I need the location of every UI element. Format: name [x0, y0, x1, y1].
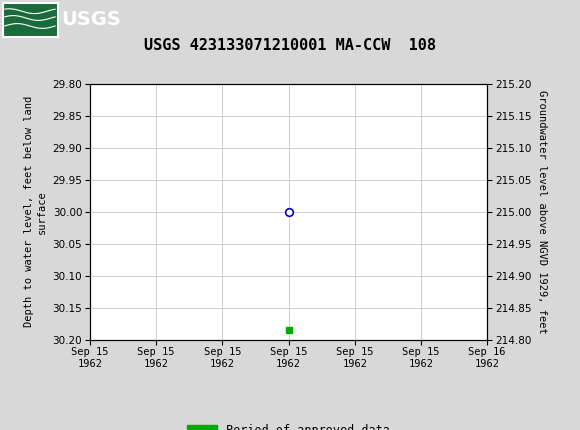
Y-axis label: Groundwater level above NGVD 1929, feet: Groundwater level above NGVD 1929, feet [537, 90, 547, 334]
FancyBboxPatch shape [3, 3, 58, 37]
Y-axis label: Depth to water level, feet below land
surface: Depth to water level, feet below land su… [24, 96, 47, 327]
Text: USGS: USGS [61, 10, 121, 30]
Legend: Period of approved data: Period of approved data [183, 419, 394, 430]
Text: USGS 423133071210001 MA-CCW  108: USGS 423133071210001 MA-CCW 108 [144, 38, 436, 52]
